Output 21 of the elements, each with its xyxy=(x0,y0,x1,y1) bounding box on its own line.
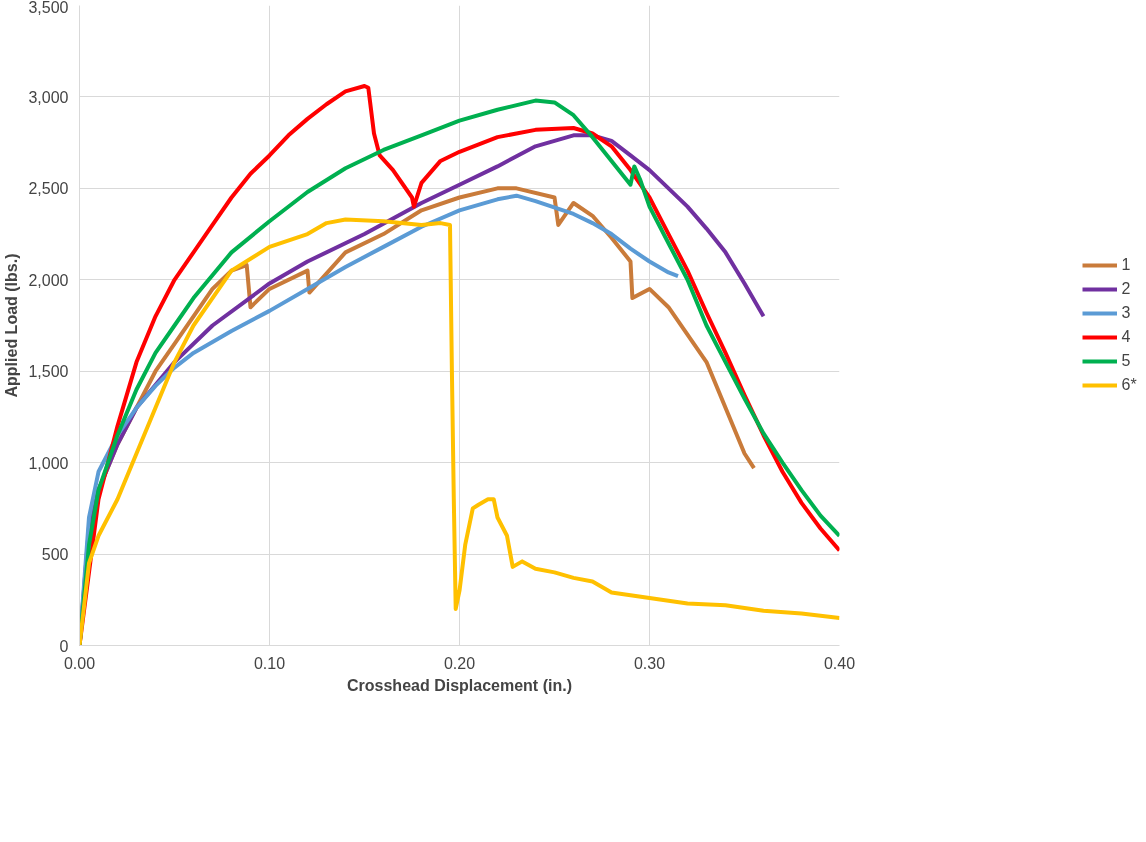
legend-label: 1 xyxy=(1121,256,1132,274)
y-tick-label: 3,500 xyxy=(28,0,69,16)
y-tick-label: 500 xyxy=(41,546,69,564)
legend-label: 6* xyxy=(1121,376,1138,394)
x-axis-title: Crosshead Displacement (in.) xyxy=(347,676,572,694)
legend-label: 3 xyxy=(1121,304,1132,322)
y-tick-label: 0 xyxy=(59,637,69,655)
y-tick-label: 2,500 xyxy=(28,180,69,198)
x-tick-label: 0.30 xyxy=(633,654,666,672)
y-axis-title: Applied Load (lbs.) xyxy=(3,253,21,398)
y-tick-label: 3,000 xyxy=(28,88,69,106)
x-tick-label: 0.00 xyxy=(63,654,96,672)
y-tick-label: 1,500 xyxy=(28,363,69,381)
y-tick-label: 1,000 xyxy=(28,454,69,472)
x-tick-label: 0.20 xyxy=(443,654,476,672)
x-tick-label: 0.10 xyxy=(253,654,286,672)
legend-label: 2 xyxy=(1121,280,1132,298)
legend-label: 4 xyxy=(1121,328,1132,346)
x-tick-label: 0.40 xyxy=(823,654,856,672)
y-tick-label: 2,000 xyxy=(28,271,69,289)
legend-label: 5 xyxy=(1121,352,1132,370)
